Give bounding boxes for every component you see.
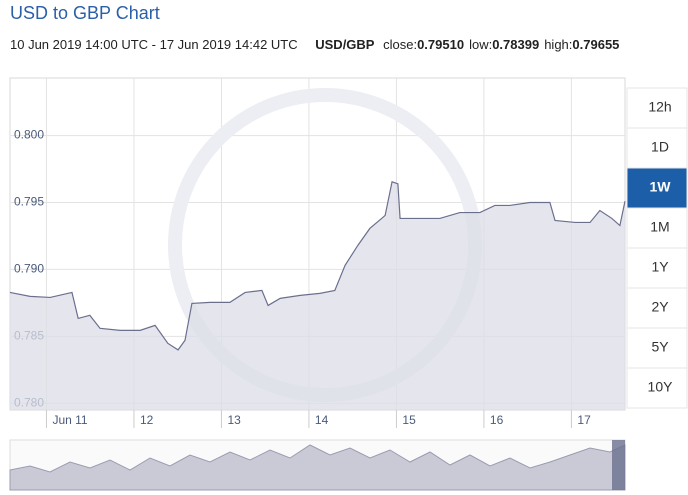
x-tick-label: 17: [577, 413, 591, 427]
range-button[interactable]: [626, 247, 688, 289]
range-button-label[interactable]: 1D: [651, 139, 669, 155]
stat-label: low:: [469, 37, 492, 52]
range-button-label[interactable]: 10Y: [648, 379, 674, 395]
y-tick-label: 0.800: [14, 128, 44, 142]
y-tick-label: 0.795: [14, 195, 44, 209]
date-range: 10 Jun 2019 14:00 UTC - 17 Jun 2019 14:4…: [10, 37, 298, 52]
x-tick-label: 14: [315, 413, 329, 427]
range-button[interactable]: [626, 327, 688, 369]
x-tick-label: 16: [490, 413, 504, 427]
range-button-label[interactable]: 5Y: [651, 339, 669, 355]
range-button[interactable]: [626, 287, 688, 329]
range-button-label[interactable]: 12h: [648, 99, 671, 115]
range-button[interactable]: [626, 87, 688, 129]
range-buttons: 12h 1D 1W 1M 1Y 2Y 5Y 10Y: [626, 87, 688, 409]
stat-label: close:: [383, 37, 417, 52]
range-button-label[interactable]: 1Y: [651, 259, 669, 275]
plot: [9, 180, 626, 410]
line: [9, 180, 626, 351]
stat-value: 0.78399: [492, 37, 539, 52]
chart-title: USD to GBP Chart: [10, 3, 160, 23]
x-tick-label: 15: [402, 413, 416, 427]
range-button[interactable]: [626, 127, 688, 169]
stat-value: 0.79655: [572, 37, 619, 52]
x-tick-label: Jun 11: [52, 413, 87, 427]
range-button[interactable]: [626, 207, 688, 249]
navigator-handle[interactable]: [612, 440, 625, 490]
range-button-label[interactable]: 1M: [650, 219, 669, 235]
range-button-label[interactable]: 1W: [650, 179, 672, 195]
stat-value: 0.79510: [417, 37, 464, 52]
y-tick-label: 0.790: [14, 262, 44, 276]
x-tick-label: 13: [227, 413, 241, 427]
currency-pair: USD/GBP: [315, 37, 375, 52]
navigator-area: [9, 444, 626, 491]
range-button-label[interactable]: 2Y: [651, 299, 669, 315]
stat-label: high:: [544, 37, 572, 52]
area: [10, 181, 625, 410]
range-button[interactable]: [626, 167, 688, 209]
x-tick-label: 12: [140, 413, 154, 427]
chart-subtitle: 10 Jun 2019 14:00 UTC - 17 Jun 2019 14:4…: [10, 37, 619, 52]
range-button[interactable]: [626, 367, 688, 409]
